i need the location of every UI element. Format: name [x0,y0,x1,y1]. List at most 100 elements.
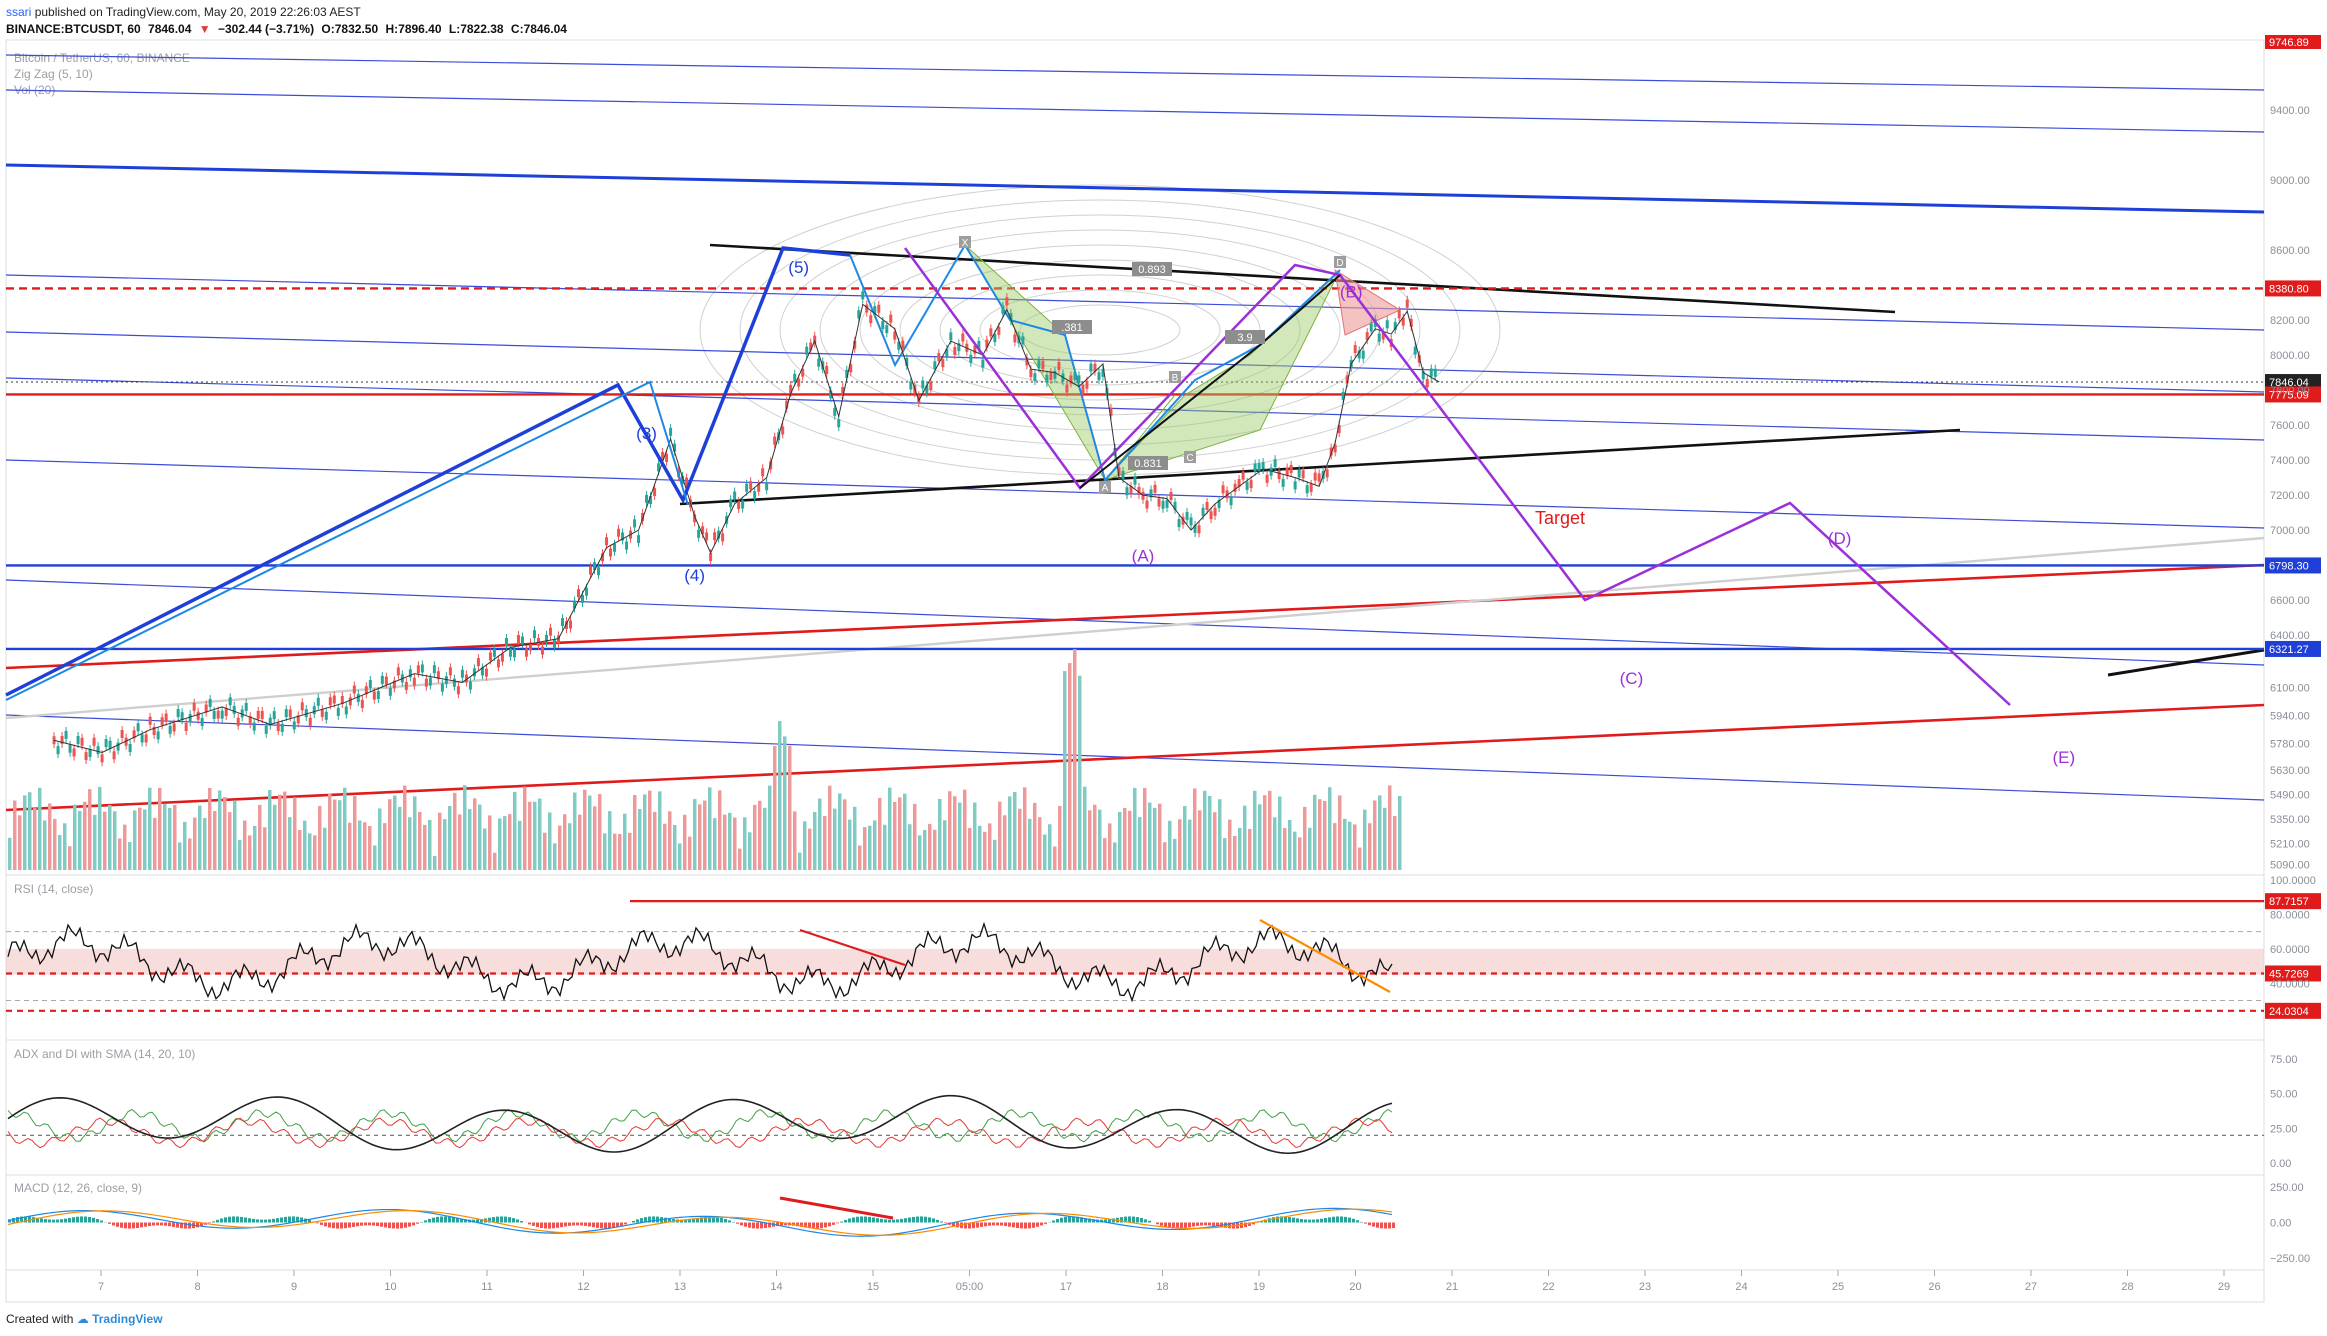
volume-bar [908,824,912,870]
volume-bar [118,838,122,870]
tradingview-brand[interactable]: TradingView [92,1312,163,1326]
macd-histogram-bar [1272,1217,1275,1223]
tradingview-logo-icon: ☁ [76,1312,89,1326]
volume-bar [558,825,562,870]
volume-bar [138,807,142,870]
macd-histogram-bar [928,1217,931,1223]
time-axis-label: 19 [1253,1281,1265,1293]
rsi-pane [6,900,2264,1012]
macd-histogram-bar [248,1218,251,1223]
candle-body [605,537,609,546]
candle-body [296,715,300,724]
wave-label: (B) [1340,282,1363,301]
candle-body [1189,517,1193,526]
rsi-axis-tick: 60.0000 [2270,944,2310,956]
time-axis-label: 25 [1832,1281,1844,1293]
candle-body [921,380,925,389]
channel-line [5,331,2265,393]
candle-body [388,687,392,696]
candle-body [528,642,532,651]
volume-bar [1228,819,1232,870]
impulse-wave-alt [5,380,689,701]
volume-bar [1223,838,1227,870]
volume-bar [1068,663,1072,870]
candle-body [204,704,208,713]
candle-body [1153,484,1157,493]
candle-body [1257,463,1261,472]
macd-histogram-bar [1104,1219,1107,1223]
candle-body [1229,497,1233,506]
volume-bar [373,845,377,870]
volume-bar [1313,794,1317,870]
candle-body [1117,467,1121,476]
volume-bar [1153,807,1157,870]
wave-label: (E) [2052,748,2075,767]
macd-histogram-bar [720,1217,723,1223]
volume-bar [178,842,182,870]
macd-histogram-bar [1180,1222,1183,1229]
candle-body [1333,444,1337,453]
candle-body [1337,425,1341,434]
channel-line [5,563,2265,670]
volume-bar [1013,791,1017,870]
candle-body [560,618,564,627]
fib-tag [1128,456,1168,470]
macd-histogram-bar [852,1217,855,1223]
macd-histogram-bar [832,1222,835,1225]
macd-histogram-bar [844,1219,847,1223]
volume-bar [618,834,622,870]
candle-body [869,315,873,324]
publisher-name[interactable]: ssari [6,5,32,19]
volume-bar [1163,842,1167,870]
macd-histogram-bar [668,1218,671,1223]
macd-histogram-bar [1352,1218,1355,1223]
channel-line [679,428,1961,506]
volume-bar [868,825,872,870]
wave-label: (3) [636,424,657,443]
macd-histogram-bar [1092,1219,1095,1223]
volume-bar [758,800,762,870]
candle-body [92,737,96,746]
volume-bar [798,852,802,870]
volume-bar [728,812,732,870]
macd-histogram-bar [328,1222,331,1228]
volume-bar [328,793,332,870]
volume-bar [708,787,712,870]
channel-line [5,54,2265,91]
macd-histogram-bar [1012,1222,1015,1228]
volume-bar [33,808,37,870]
macd-histogram-bar [172,1222,175,1227]
macd-histogram-bar [1316,1219,1319,1223]
volume-bar [658,791,662,870]
volume-bar [583,789,587,870]
candle-body [1121,471,1125,480]
volume-bar [688,836,692,870]
candle-body [1353,345,1357,354]
volume-bar [1293,831,1297,870]
volume-bar [448,806,452,870]
volume-bar [648,790,652,870]
volume-bar [698,804,702,870]
di-minus-line [7,1117,1393,1149]
volume-bar [678,843,682,870]
candle-body [516,635,520,644]
fib-circle [779,214,1421,446]
macd-histogram-bar [712,1216,715,1223]
candle-body [1025,357,1029,366]
candle-body [1289,465,1293,474]
candle-body [452,678,456,687]
rsi-axis-tick: 80.0000 [2270,909,2310,921]
harmonic-tag [1334,256,1346,268]
candle-body [989,328,993,337]
volume-bar [1348,821,1352,870]
volume-bar [478,804,482,870]
volume-bar [663,823,667,870]
volume-bar [263,827,267,870]
candle-body [468,681,472,690]
volume-bar [163,803,167,870]
volume-bar [1393,815,1397,870]
macd-histogram-bar [316,1222,319,1224]
macd-histogram-bar [604,1222,607,1229]
candle-body [352,685,356,694]
